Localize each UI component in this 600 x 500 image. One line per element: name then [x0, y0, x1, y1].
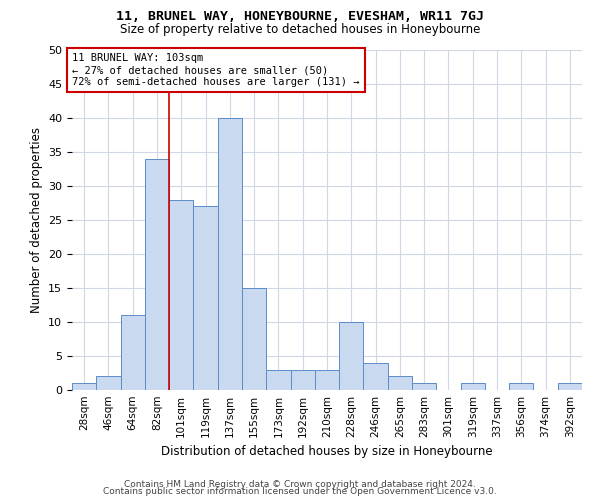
- Bar: [461, 383, 485, 390]
- Bar: [145, 159, 169, 390]
- Y-axis label: Number of detached properties: Number of detached properties: [29, 127, 43, 313]
- Text: Size of property relative to detached houses in Honeybourne: Size of property relative to detached ho…: [120, 22, 480, 36]
- Bar: [96, 376, 121, 390]
- Text: Contains HM Land Registry data © Crown copyright and database right 2024.: Contains HM Land Registry data © Crown c…: [124, 480, 476, 489]
- Bar: [509, 383, 533, 390]
- Bar: [266, 370, 290, 390]
- Text: 11 BRUNEL WAY: 103sqm
← 27% of detached houses are smaller (50)
72% of semi-deta: 11 BRUNEL WAY: 103sqm ← 27% of detached …: [73, 54, 360, 86]
- Bar: [558, 383, 582, 390]
- Bar: [290, 370, 315, 390]
- Bar: [193, 206, 218, 390]
- Text: 11, BRUNEL WAY, HONEYBOURNE, EVESHAM, WR11 7GJ: 11, BRUNEL WAY, HONEYBOURNE, EVESHAM, WR…: [116, 10, 484, 23]
- Bar: [121, 315, 145, 390]
- Bar: [242, 288, 266, 390]
- Text: Contains public sector information licensed under the Open Government Licence v3: Contains public sector information licen…: [103, 488, 497, 496]
- Bar: [72, 383, 96, 390]
- Bar: [218, 118, 242, 390]
- Bar: [315, 370, 339, 390]
- Bar: [412, 383, 436, 390]
- Bar: [388, 376, 412, 390]
- Bar: [339, 322, 364, 390]
- Bar: [364, 363, 388, 390]
- X-axis label: Distribution of detached houses by size in Honeybourne: Distribution of detached houses by size …: [161, 446, 493, 458]
- Bar: [169, 200, 193, 390]
